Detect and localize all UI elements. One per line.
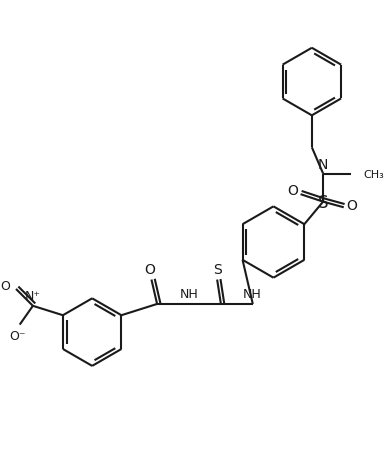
Text: N: N — [318, 158, 328, 172]
Text: N⁺: N⁺ — [25, 289, 41, 302]
Text: CH₃: CH₃ — [363, 169, 384, 179]
Text: O: O — [287, 184, 298, 198]
Text: O⁻: O⁻ — [10, 329, 26, 342]
Text: S: S — [318, 193, 328, 211]
Text: O: O — [144, 263, 155, 277]
Text: NH: NH — [180, 287, 198, 300]
Text: O: O — [0, 279, 11, 292]
Text: O: O — [347, 199, 358, 213]
Text: S: S — [213, 263, 221, 277]
Text: NH: NH — [243, 287, 261, 300]
